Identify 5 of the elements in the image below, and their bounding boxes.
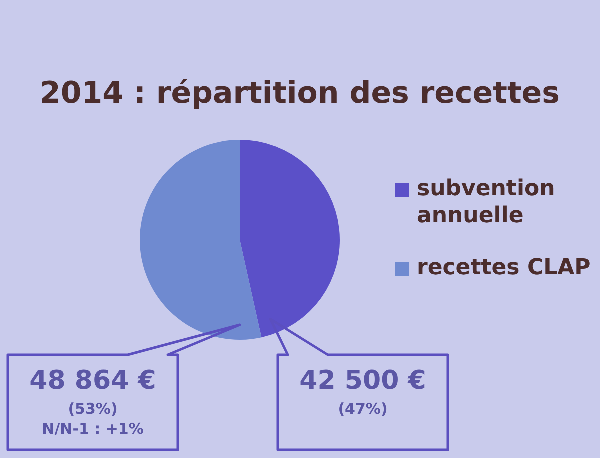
- data-label: 42 500 € (47%): [300, 366, 426, 418]
- legend-label: subvention annuelle: [417, 176, 556, 229]
- chart-title: 2014 : répartition des recettes: [40, 76, 560, 111]
- data-label: 48 864 € (53%) N/N-1 : +1%: [30, 366, 156, 438]
- legend-label: recettes CLAP: [417, 256, 591, 281]
